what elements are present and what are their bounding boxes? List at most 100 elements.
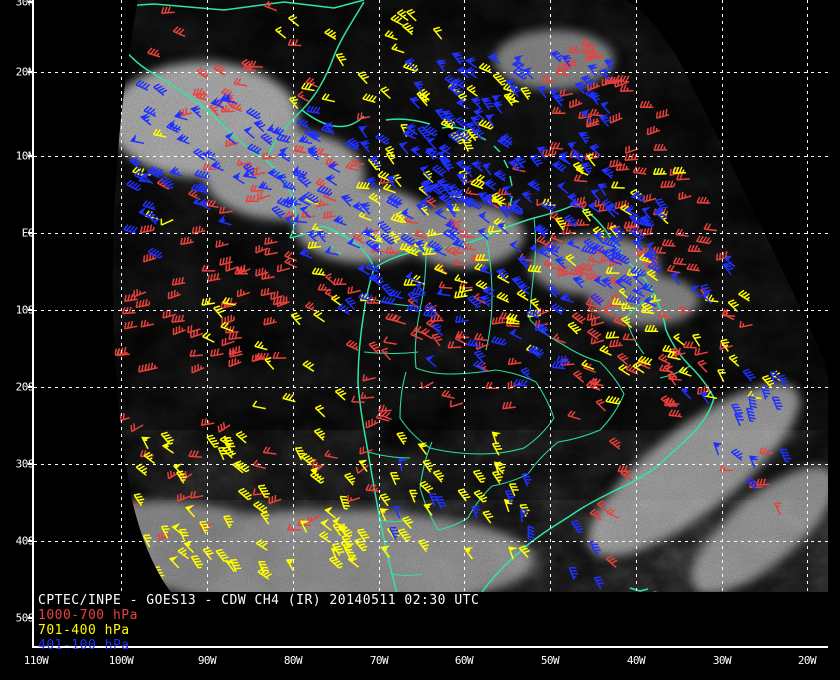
wind-barb — [417, 128, 427, 140]
wind-barb — [284, 255, 297, 262]
wind-barb — [221, 110, 235, 113]
gridline-lon — [636, 0, 637, 646]
wind-barbs-mid-level — [132, 8, 783, 580]
wind-barb — [421, 331, 434, 340]
y-tick-mark — [28, 232, 34, 234]
wind-barb — [587, 258, 601, 264]
wind-barb — [359, 449, 373, 455]
wind-barb — [739, 323, 753, 329]
gridline-lat — [34, 464, 828, 465]
wind-barb — [630, 271, 644, 277]
wind-barb — [219, 210, 233, 214]
wind-barb — [694, 351, 708, 356]
wind-barb — [625, 148, 639, 154]
wind-barb — [116, 353, 130, 357]
wind-barb — [506, 324, 520, 328]
x-tick-label: 70W — [369, 654, 389, 667]
wind-barbs-low-level — [114, 0, 782, 568]
y-tick-label: 40S — [15, 534, 35, 548]
y-tick-label: 10N — [15, 149, 35, 163]
wind-barb — [314, 407, 326, 418]
wind-barb — [418, 540, 427, 553]
wind-barb — [731, 404, 739, 417]
wind-barb — [567, 414, 581, 421]
wind-barb — [135, 84, 149, 91]
wind-barb — [663, 366, 676, 376]
gridline-lon — [464, 0, 465, 646]
wind-barb — [190, 556, 199, 569]
wind-barb — [488, 230, 502, 233]
wind-barb — [406, 11, 417, 22]
wind-barb — [564, 224, 578, 227]
wind-barb — [618, 367, 631, 376]
map-plot-area — [34, 0, 828, 646]
wind-barb — [306, 110, 320, 115]
wind-barb — [603, 242, 617, 248]
wind-barb — [275, 29, 287, 39]
wind-barb — [264, 359, 275, 370]
wind-barb — [263, 321, 277, 326]
wind-barb — [347, 289, 361, 295]
wind-barb — [213, 67, 226, 77]
y-tick-mark — [28, 540, 34, 542]
y-tick-mark — [28, 463, 34, 465]
wind-barb — [221, 340, 235, 347]
wind-barbs-high-level — [123, 50, 791, 590]
y-tick-label: 20N — [15, 65, 35, 79]
x-tick-label: 30W — [712, 654, 732, 667]
y-tick-label: 20S — [15, 380, 35, 394]
y-tick-label: 30N — [15, 0, 35, 9]
gridline-lon — [722, 0, 723, 646]
wind-barb — [133, 494, 143, 507]
wind-barb — [439, 286, 453, 290]
y-tick-mark — [28, 309, 34, 311]
wind-barb — [381, 349, 392, 361]
wind-barb — [257, 485, 266, 498]
wind-barb — [459, 286, 473, 289]
wind-barb — [667, 269, 681, 274]
wind-barb — [358, 215, 372, 222]
x-tick-label: 100W — [108, 654, 134, 667]
wind-barb — [455, 319, 469, 324]
wind-barb — [461, 139, 470, 152]
wind-barb — [535, 322, 549, 328]
wind-barb — [262, 157, 276, 160]
wind-barb — [678, 310, 692, 313]
wind-barb — [380, 89, 391, 99]
x-tick-label: 110W — [23, 654, 49, 667]
wind-barb — [263, 451, 277, 455]
y-tick-label: 30S — [15, 457, 35, 471]
wind-barb — [217, 447, 225, 461]
wind-barb — [324, 454, 338, 459]
wind-barb — [324, 292, 337, 300]
wind-barb — [721, 314, 736, 317]
gridline-lon — [807, 0, 808, 646]
wind-barb — [243, 67, 257, 72]
wind-barb — [237, 161, 251, 167]
wind-barb — [161, 219, 174, 226]
wind-barb — [313, 313, 325, 323]
wind-barb — [202, 335, 215, 343]
wind-barb — [361, 396, 375, 400]
wind-barb — [704, 228, 718, 232]
wind-barb — [362, 376, 376, 382]
wind-barb — [472, 471, 482, 483]
wind-barb — [591, 339, 605, 345]
wind-barb — [252, 171, 266, 177]
wind-barb — [264, 251, 278, 256]
caption-band: CPTEC/INPE - GOES13 - CDW CH4 (IR) 20140… — [34, 592, 828, 653]
product-title: CPTEC/INPE - GOES13 - CDW CH4 (IR) 20140… — [38, 593, 480, 608]
y-tick-label: 50S — [15, 611, 35, 625]
wind-barb — [774, 503, 782, 516]
wind-barb — [385, 153, 395, 165]
wind-barb — [257, 194, 271, 201]
wind-barb — [158, 533, 172, 541]
wind-barb — [632, 365, 645, 374]
x-tick-label: 60W — [454, 654, 474, 667]
satellite-infrared-imagery — [34, 0, 828, 646]
wind-barb — [465, 192, 479, 196]
wind-barb — [308, 515, 321, 523]
wind-barb — [346, 166, 359, 172]
wind-barb — [520, 509, 523, 523]
